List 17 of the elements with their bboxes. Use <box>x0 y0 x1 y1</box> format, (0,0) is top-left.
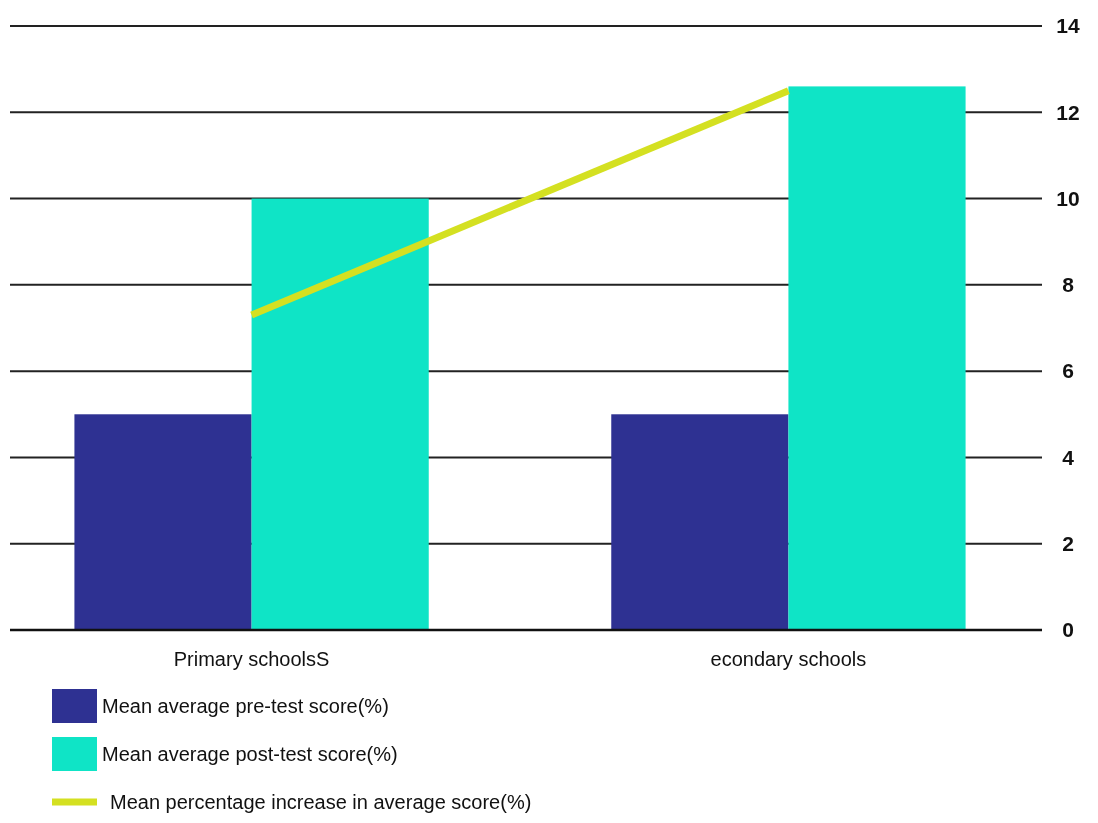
bar <box>251 198 429 630</box>
y-tick-label: 12 <box>1056 100 1080 124</box>
y-tick-label: 10 <box>1056 186 1080 210</box>
y-tick-label: 14 <box>1056 14 1080 38</box>
legend-label: Mean average post-test score(%) <box>102 743 398 765</box>
bar <box>611 414 789 630</box>
y-tick-label: 2 <box>1062 532 1074 556</box>
y-tick-label: 0 <box>1062 618 1074 642</box>
bar <box>74 414 252 630</box>
bar <box>788 86 966 630</box>
y-tick-label: 8 <box>1062 273 1075 297</box>
legend-label: Mean average pre-test score(%) <box>102 695 389 717</box>
y-tick-label: 6 <box>1062 359 1074 383</box>
x-tick-label: econdary schools <box>710 648 867 670</box>
legend-label: Mean percentage increase in average score(%) <box>110 791 532 813</box>
x-tick-label: Primary schoolsS <box>173 648 330 670</box>
y-tick-label: 4 <box>1062 445 1075 469</box>
